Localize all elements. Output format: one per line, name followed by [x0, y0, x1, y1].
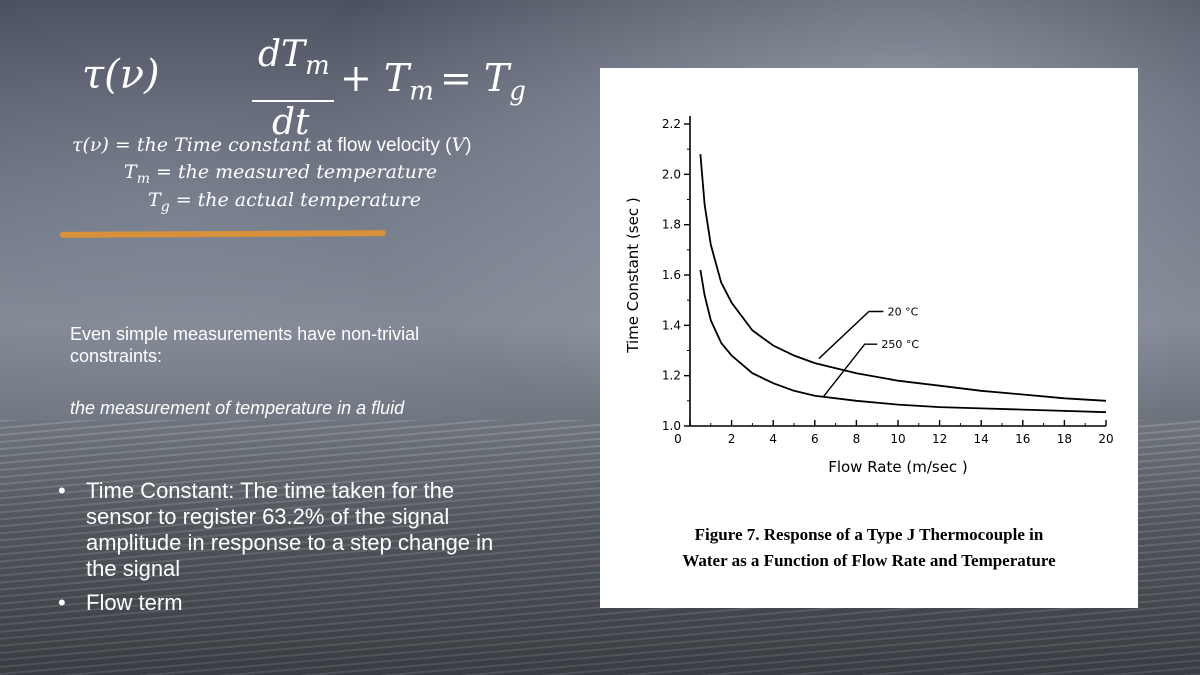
series-label-250c: 250 °C	[881, 338, 919, 351]
caption-line-1: Figure 7. Response of a Type J Thermocou…	[694, 525, 1044, 544]
y-tick-label: 2.0	[662, 167, 681, 181]
intro-italic: the measurement of temperature in a flui…	[70, 398, 405, 418]
leader-line-250c	[822, 343, 878, 398]
x-tick-label: 0	[674, 432, 682, 446]
equation: τ(ν) dTm dt + Tm = Tg	[82, 30, 526, 143]
series-line-0	[699, 154, 1107, 402]
equation-denominator: dt	[272, 102, 310, 143]
bullet-time-constant: • Time Constant: The time taken for the s…	[58, 478, 494, 581]
y-tick-label: 1.6	[662, 268, 681, 282]
intro-line-2: constraints:	[70, 346, 163, 366]
x-tick-label: 16	[1015, 432, 1030, 446]
chart-svg: 1.0 1.2 1.4 1.6 1.8 2.0 2.2 0 2 4 6 8 10 12 14 16 18 20 Fl…	[624, 116, 1114, 476]
x-tick-label: 18	[1057, 432, 1072, 446]
definition-tm: Tm = the measured temperature	[124, 161, 438, 187]
equation-equals-tg: = Tg	[440, 56, 526, 107]
series-label-20c: 20 °C	[888, 305, 919, 318]
equation-tau: τ(ν)	[82, 52, 160, 98]
y-tick-label: 1.0	[662, 419, 681, 433]
bullet-list: • Time Constant: The time taken for the s…	[56, 478, 526, 624]
y-tick-label: 1.4	[662, 318, 681, 332]
y-tick-label: 2.2	[662, 117, 681, 131]
definition-tg: Tg = the actual temperature	[148, 189, 422, 215]
x-tick-label: 2	[728, 432, 736, 446]
definition-tau: τ(ν) = the Time constant at flow velocit…	[72, 134, 472, 156]
x-tick-label: 8	[853, 432, 861, 446]
y-tick-label: 1.2	[662, 369, 681, 383]
x-tick-label: 4	[769, 432, 777, 446]
y-axis-label: Time Constant (sec )	[624, 197, 642, 353]
x-tick-label: 10	[890, 432, 905, 446]
chart-figure: 1.0 1.2 1.4 1.6 1.8 2.0 2.2 0 2 4 6 8 10 12 14 16 18 20 Fl…	[600, 68, 1138, 608]
y-tick-label: 1.8	[662, 218, 681, 232]
equation-plus-tm: + Tm	[340, 56, 434, 107]
x-tick-label: 14	[974, 432, 989, 446]
caption-line-2: Water as a Function of Flow Rate and Tem…	[682, 551, 1056, 570]
x-axis-label: Flow Rate (m/sec )	[828, 458, 968, 476]
fraction-bar	[252, 100, 334, 102]
leader-line-20c	[818, 310, 884, 360]
x-tick-label: 20	[1098, 432, 1113, 446]
intro-line-1: Even simple measurements have non-trivia…	[70, 324, 420, 344]
equation-numerator: dTm	[258, 34, 330, 82]
bullet-flow-term: • Flow term	[58, 590, 183, 615]
x-tick-label: 6	[811, 432, 819, 446]
chart-caption: Figure 7. Response of a Type J Thermocou…	[600, 522, 1138, 574]
x-tick-label: 12	[932, 432, 947, 446]
series-line-1	[699, 269, 1107, 414]
